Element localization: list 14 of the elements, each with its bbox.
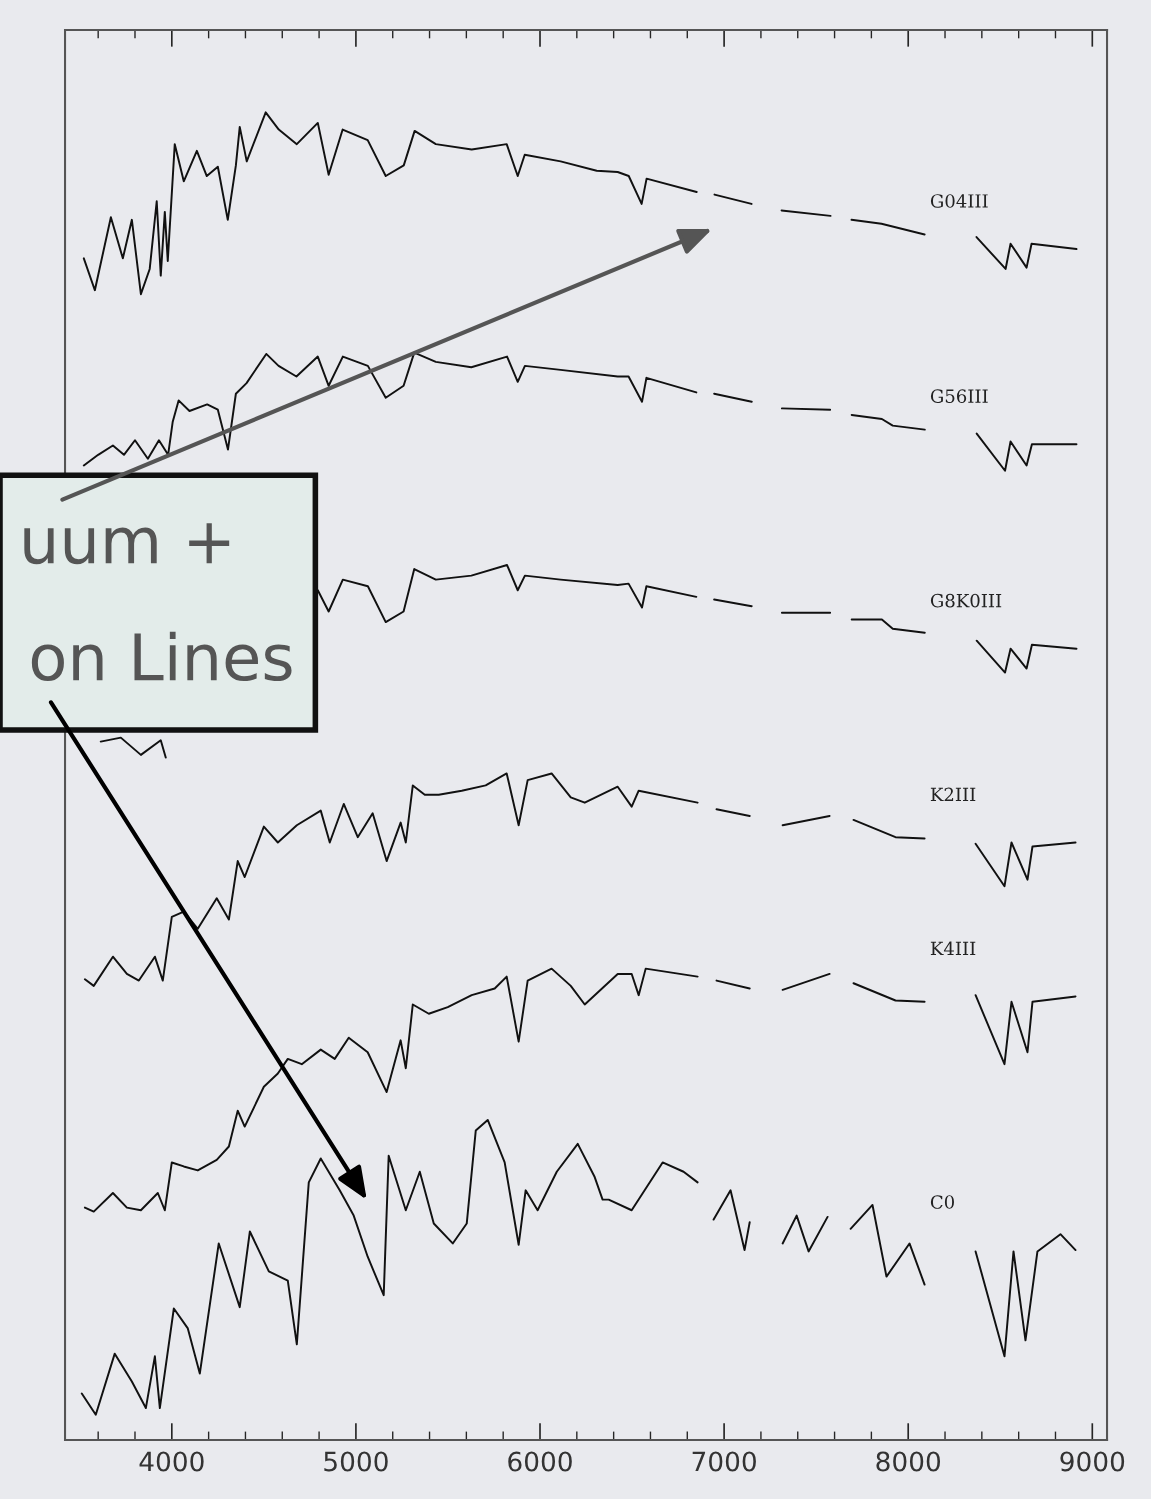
x-tick-label: 4000	[139, 1451, 204, 1472]
x-tick-label: 7000	[692, 1451, 756, 1472]
series-label: G8K0III	[930, 593, 1002, 608]
text: C0	[930, 1195, 954, 1209]
text: K4III	[930, 941, 976, 956]
x-tick-label: 9000	[1060, 1451, 1125, 1472]
series-label: G04III	[930, 194, 988, 208]
annotation: on Lines	[31, 631, 292, 682]
series-label: G56III	[930, 389, 988, 403]
annotation: uum +	[24, 523, 230, 565]
x-tick-label: 5000	[324, 1451, 388, 1472]
x-tick-label: 8000	[876, 1451, 941, 1472]
x-tick-label: 6000	[508, 1451, 572, 1472]
text: K2III	[930, 787, 976, 802]
